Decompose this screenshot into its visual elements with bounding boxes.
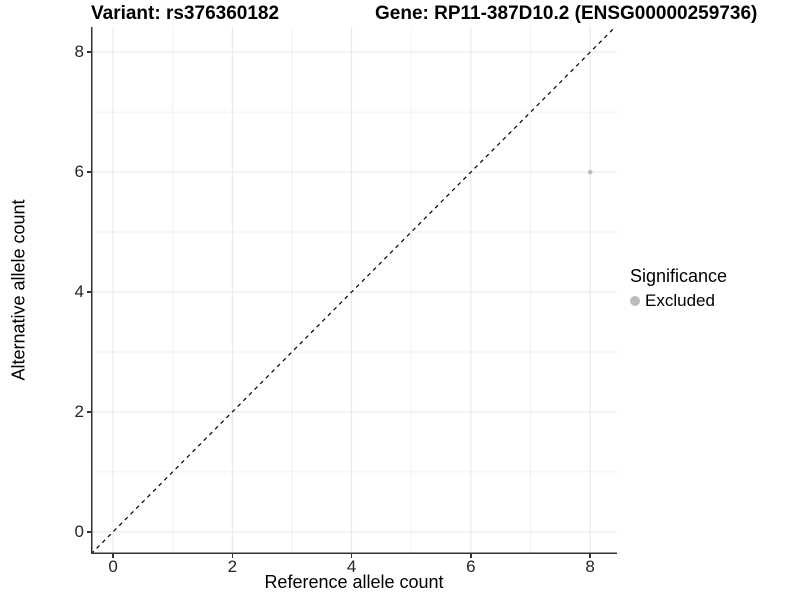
- x-tick-mark: [470, 554, 472, 558]
- x-tick-mark: [589, 554, 591, 558]
- y-tick-label: 6: [74, 162, 84, 182]
- y-tick-mark: [87, 51, 91, 53]
- y-tick-label: 0: [74, 521, 84, 541]
- legend-title: Significance: [630, 266, 728, 286]
- legend-items: Excluded: [630, 290, 727, 311]
- legend-point-icon: [630, 295, 640, 306]
- x-axis-title: Reference allele count: [264, 572, 444, 592]
- x-tick-label: 8: [585, 557, 595, 576]
- y-tick-mark: [87, 411, 91, 413]
- variant-title: Variant: rs376360182: [91, 3, 280, 24]
- y-tick-label: 2: [74, 401, 84, 421]
- x-tick-mark: [112, 554, 114, 558]
- x-tick-label: 4: [346, 557, 357, 576]
- x-tick-mark: [350, 554, 353, 558]
- legend-item: Excluded: [630, 290, 727, 311]
- y-tick-mark: [87, 291, 91, 293]
- x-tick-mark: [231, 554, 234, 558]
- legend-item-label: Excluded: [645, 290, 715, 310]
- legend: Significance Excluded: [630, 266, 727, 311]
- gene-title: Gene: RP11-387D10.2 (ENSG00000259736): [375, 3, 758, 24]
- y-tick-mark: [87, 171, 91, 173]
- x-tick-label: 0: [108, 557, 118, 576]
- y-axis-title: Alternative allele count: [8, 199, 29, 381]
- data-point: [587, 169, 593, 175]
- identity-line: [91, 27, 616, 554]
- x-tick-label: 2: [227, 557, 238, 576]
- y-tick-mark: [87, 531, 91, 533]
- y-tick-label: 4: [74, 281, 84, 301]
- y-tick-label: 8: [74, 42, 84, 62]
- plot-panel: [91, 27, 617, 554]
- x-tick-label: 6: [466, 557, 476, 576]
